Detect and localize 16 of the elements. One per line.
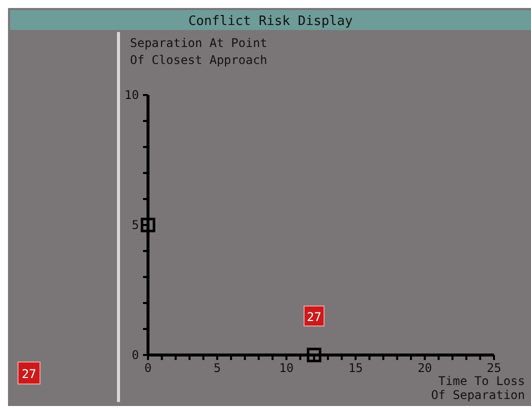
annotation: 27 bbox=[306, 310, 322, 324]
x-tick-label: 10 bbox=[279, 361, 294, 375]
y-tick-label: 0 bbox=[132, 348, 139, 362]
x-tick-label: 5 bbox=[214, 361, 221, 375]
text: 27 bbox=[22, 367, 36, 381]
y-axis-title: Separation At Point Of Closest Approach bbox=[130, 36, 268, 67]
x-tick-label: 15 bbox=[348, 361, 363, 375]
y-tick-label: 5 bbox=[132, 218, 139, 232]
y-tick-label: 10 bbox=[124, 88, 139, 102]
x-tick-label: 0 bbox=[144, 361, 152, 375]
chart-title: Conflict Risk Display bbox=[188, 14, 353, 29]
point bbox=[306, 348, 322, 362]
point bbox=[140, 218, 156, 232]
x-tick-label: 25 bbox=[486, 361, 502, 375]
x-tick-label: 20 bbox=[418, 361, 432, 375]
x-axis-title: Time To Loss Of Separation bbox=[431, 374, 525, 402]
